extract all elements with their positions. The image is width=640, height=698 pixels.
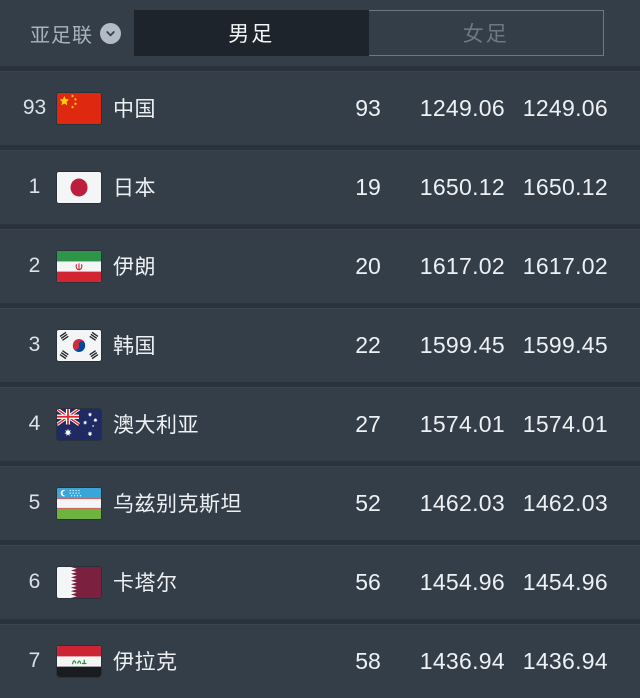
world-rank: 93 [355, 94, 381, 121]
table-row[interactable]: 6 卡塔尔 56 1454.96 1454.96 [0, 540, 640, 619]
world-rank: 58 [355, 647, 381, 674]
qatar-flag-icon [57, 566, 101, 598]
points: 1650.12 [419, 173, 505, 200]
country-name: 伊拉克 [113, 651, 178, 674]
country-name: 乌兹别克斯坦 [113, 493, 242, 516]
tab-women[interactable]: 女足 [462, 23, 509, 46]
country-name: 卡塔尔 [113, 572, 178, 595]
world-rank: 20 [355, 252, 381, 279]
japan-flag-icon [57, 171, 101, 203]
world-rank: 56 [355, 568, 381, 595]
iran-flag-icon [57, 250, 101, 282]
gender-tabbar: 男足 女足 [134, 10, 604, 56]
points: 1462.03 [419, 489, 505, 516]
points-secondary: 1650.12 [522, 173, 608, 200]
confederation-label: 亚足联 [30, 24, 93, 47]
points: 1249.06 [419, 94, 505, 121]
table-row[interactable]: 3 韩国 22 1599.45 1599.45 [0, 303, 640, 382]
points-secondary: 1574.01 [522, 410, 608, 437]
world-rank: 27 [355, 410, 381, 437]
table-row[interactable]: 2 伊朗 20 1617.02 1617.02 [0, 224, 640, 303]
world-rank: 19 [355, 173, 381, 200]
ranking-header: 亚足联 男足 女足 [0, 0, 640, 66]
country-name: 澳大利亚 [113, 414, 199, 437]
confed-rank: 93 [22, 96, 47, 119]
tab-men[interactable]: 男足 [134, 10, 369, 56]
world-rank: 22 [355, 331, 381, 358]
country-name: 日本 [113, 177, 156, 200]
points: 1574.01 [419, 410, 505, 437]
south-korea-flag-icon [57, 329, 101, 361]
confed-rank: 5 [28, 491, 41, 514]
points-secondary: 1436.94 [522, 647, 608, 674]
points-secondary: 1454.96 [522, 568, 608, 595]
confed-rank: 1 [28, 175, 41, 198]
confed-rank: 4 [28, 412, 41, 435]
country-name: 伊朗 [113, 256, 156, 279]
iraq-flag-icon [57, 645, 101, 677]
table-row[interactable]: 93 中国 93 1249.06 1249.06 [0, 66, 640, 145]
table-row[interactable]: 7 伊拉克 58 1436.94 1436.94 [0, 619, 640, 698]
table-row[interactable]: 5 乌兹别克斯坦 52 1462.03 1462.03 [0, 461, 640, 540]
country-name: 韩国 [113, 335, 156, 358]
confed-rank: 6 [28, 570, 41, 593]
confed-rank: 3 [28, 333, 41, 356]
world-rank: 52 [355, 489, 381, 516]
points: 1617.02 [419, 252, 505, 279]
confed-rank: 7 [28, 649, 41, 672]
points-secondary: 1462.03 [522, 489, 608, 516]
points: 1436.94 [419, 647, 505, 674]
australia-flag-icon [57, 408, 101, 440]
points-secondary: 1617.02 [522, 252, 608, 279]
points: 1599.45 [419, 331, 505, 358]
table-row[interactable]: 4 澳大利亚 27 1574.01 1574.01 [0, 382, 640, 461]
country-name: 中国 [113, 98, 156, 121]
points: 1454.96 [419, 568, 505, 595]
uzbekistan-flag-icon [57, 487, 101, 519]
confederation-selector[interactable]: 亚足联 [30, 19, 121, 48]
chevron-down-icon [100, 22, 121, 44]
china-flag-icon [57, 92, 101, 124]
points-secondary: 1599.45 [522, 331, 608, 358]
confed-rank: 2 [28, 254, 41, 277]
points-secondary: 1249.06 [522, 94, 608, 121]
ranking-list: 93 中国 93 1249.06 1249.06 1 日本 19 1650.12… [0, 66, 640, 698]
table-row[interactable]: 1 日本 19 1650.12 1650.12 [0, 145, 640, 224]
